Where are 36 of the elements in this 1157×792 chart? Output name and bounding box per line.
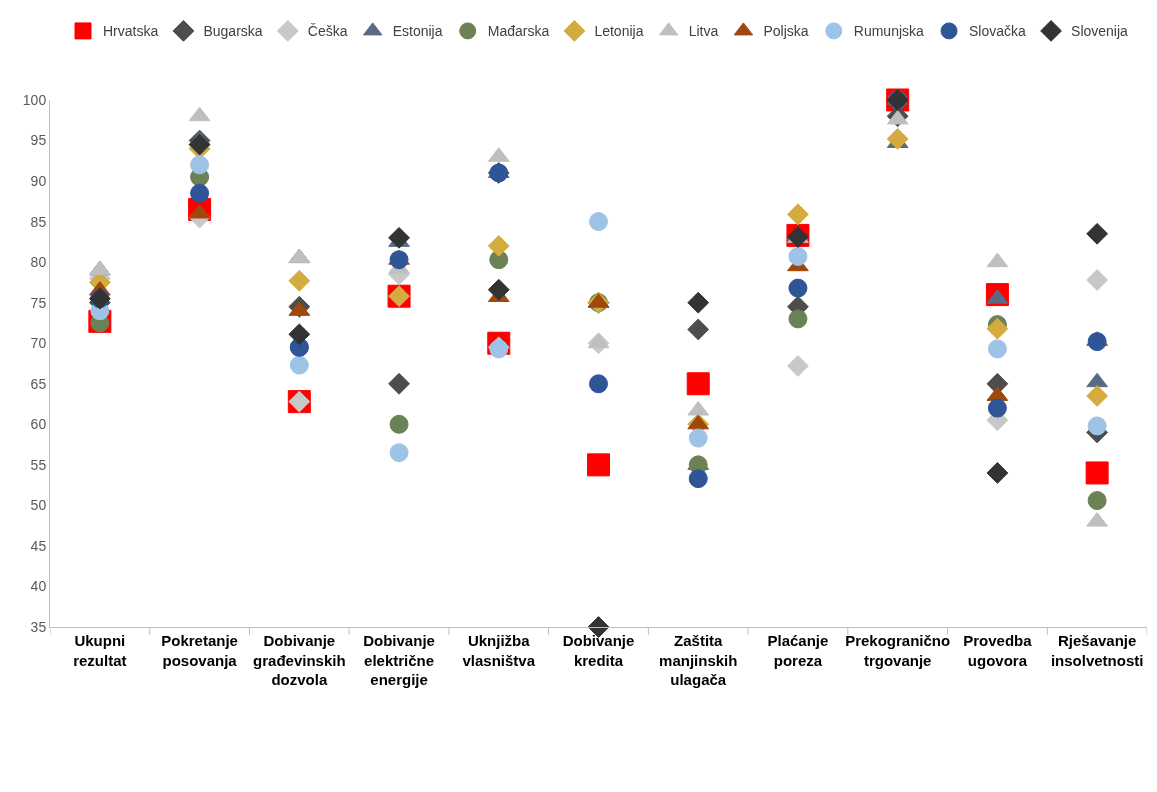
legend-label: Bugarska bbox=[203, 23, 263, 40]
x-tick-label: Dobivanje kredita bbox=[562, 632, 635, 669]
x-tick-label: Dobivanje električne energije bbox=[363, 632, 435, 688]
legend-label: Letonija bbox=[594, 23, 644, 40]
x-tick-label: Pokretanje posovanja bbox=[161, 632, 238, 669]
y-tick-label: 50 bbox=[30, 497, 47, 514]
x-tick-label: Provedba ugovora bbox=[963, 632, 1033, 669]
x-tick-label: Plaćanje poreza bbox=[767, 632, 829, 669]
y-tick-label: 40 bbox=[30, 578, 47, 595]
x-tick-label: Uknjižba vlasništva bbox=[462, 632, 536, 669]
y-tick-label: 95 bbox=[30, 132, 47, 149]
x-tick-label: Prekogranično trgovanje bbox=[845, 632, 951, 669]
y-tick-label: 90 bbox=[30, 172, 47, 189]
legend-label: Estonija bbox=[392, 23, 443, 40]
x-tick-label: Ukupni rezultat bbox=[73, 632, 127, 669]
y-tick-label: 75 bbox=[30, 294, 47, 311]
y-tick-label: 70 bbox=[30, 335, 47, 352]
y-tick-label: 35 bbox=[30, 618, 47, 635]
legend-label: Češka bbox=[307, 23, 348, 40]
x-tick-label: Dobivanje građevinskih dozvola bbox=[253, 632, 346, 688]
legend-label: Mađarska bbox=[487, 23, 550, 40]
legend-label: Slovačka bbox=[969, 23, 1027, 40]
y-tick-label: 65 bbox=[30, 375, 47, 392]
x-tick-label: Rješavanje insolvetnosti bbox=[1050, 632, 1144, 669]
y-tick-label: 60 bbox=[30, 416, 47, 433]
legend-label: Litva bbox=[688, 23, 719, 40]
y-tick-label: 55 bbox=[30, 456, 47, 473]
legend-label: Hrvatska bbox=[103, 23, 159, 40]
y-tick-label: 85 bbox=[30, 213, 47, 230]
legend-label: Rumunjska bbox=[853, 23, 925, 40]
y-tick-label: 80 bbox=[30, 254, 47, 271]
x-tick-label: Zaštita manjinskih ulagača bbox=[659, 632, 738, 688]
y-tick-label: 45 bbox=[30, 537, 47, 554]
legend-label: Slovenija bbox=[1071, 23, 1129, 40]
y-tick-label: 100 bbox=[22, 91, 47, 108]
legend-label: Poljska bbox=[763, 23, 809, 40]
